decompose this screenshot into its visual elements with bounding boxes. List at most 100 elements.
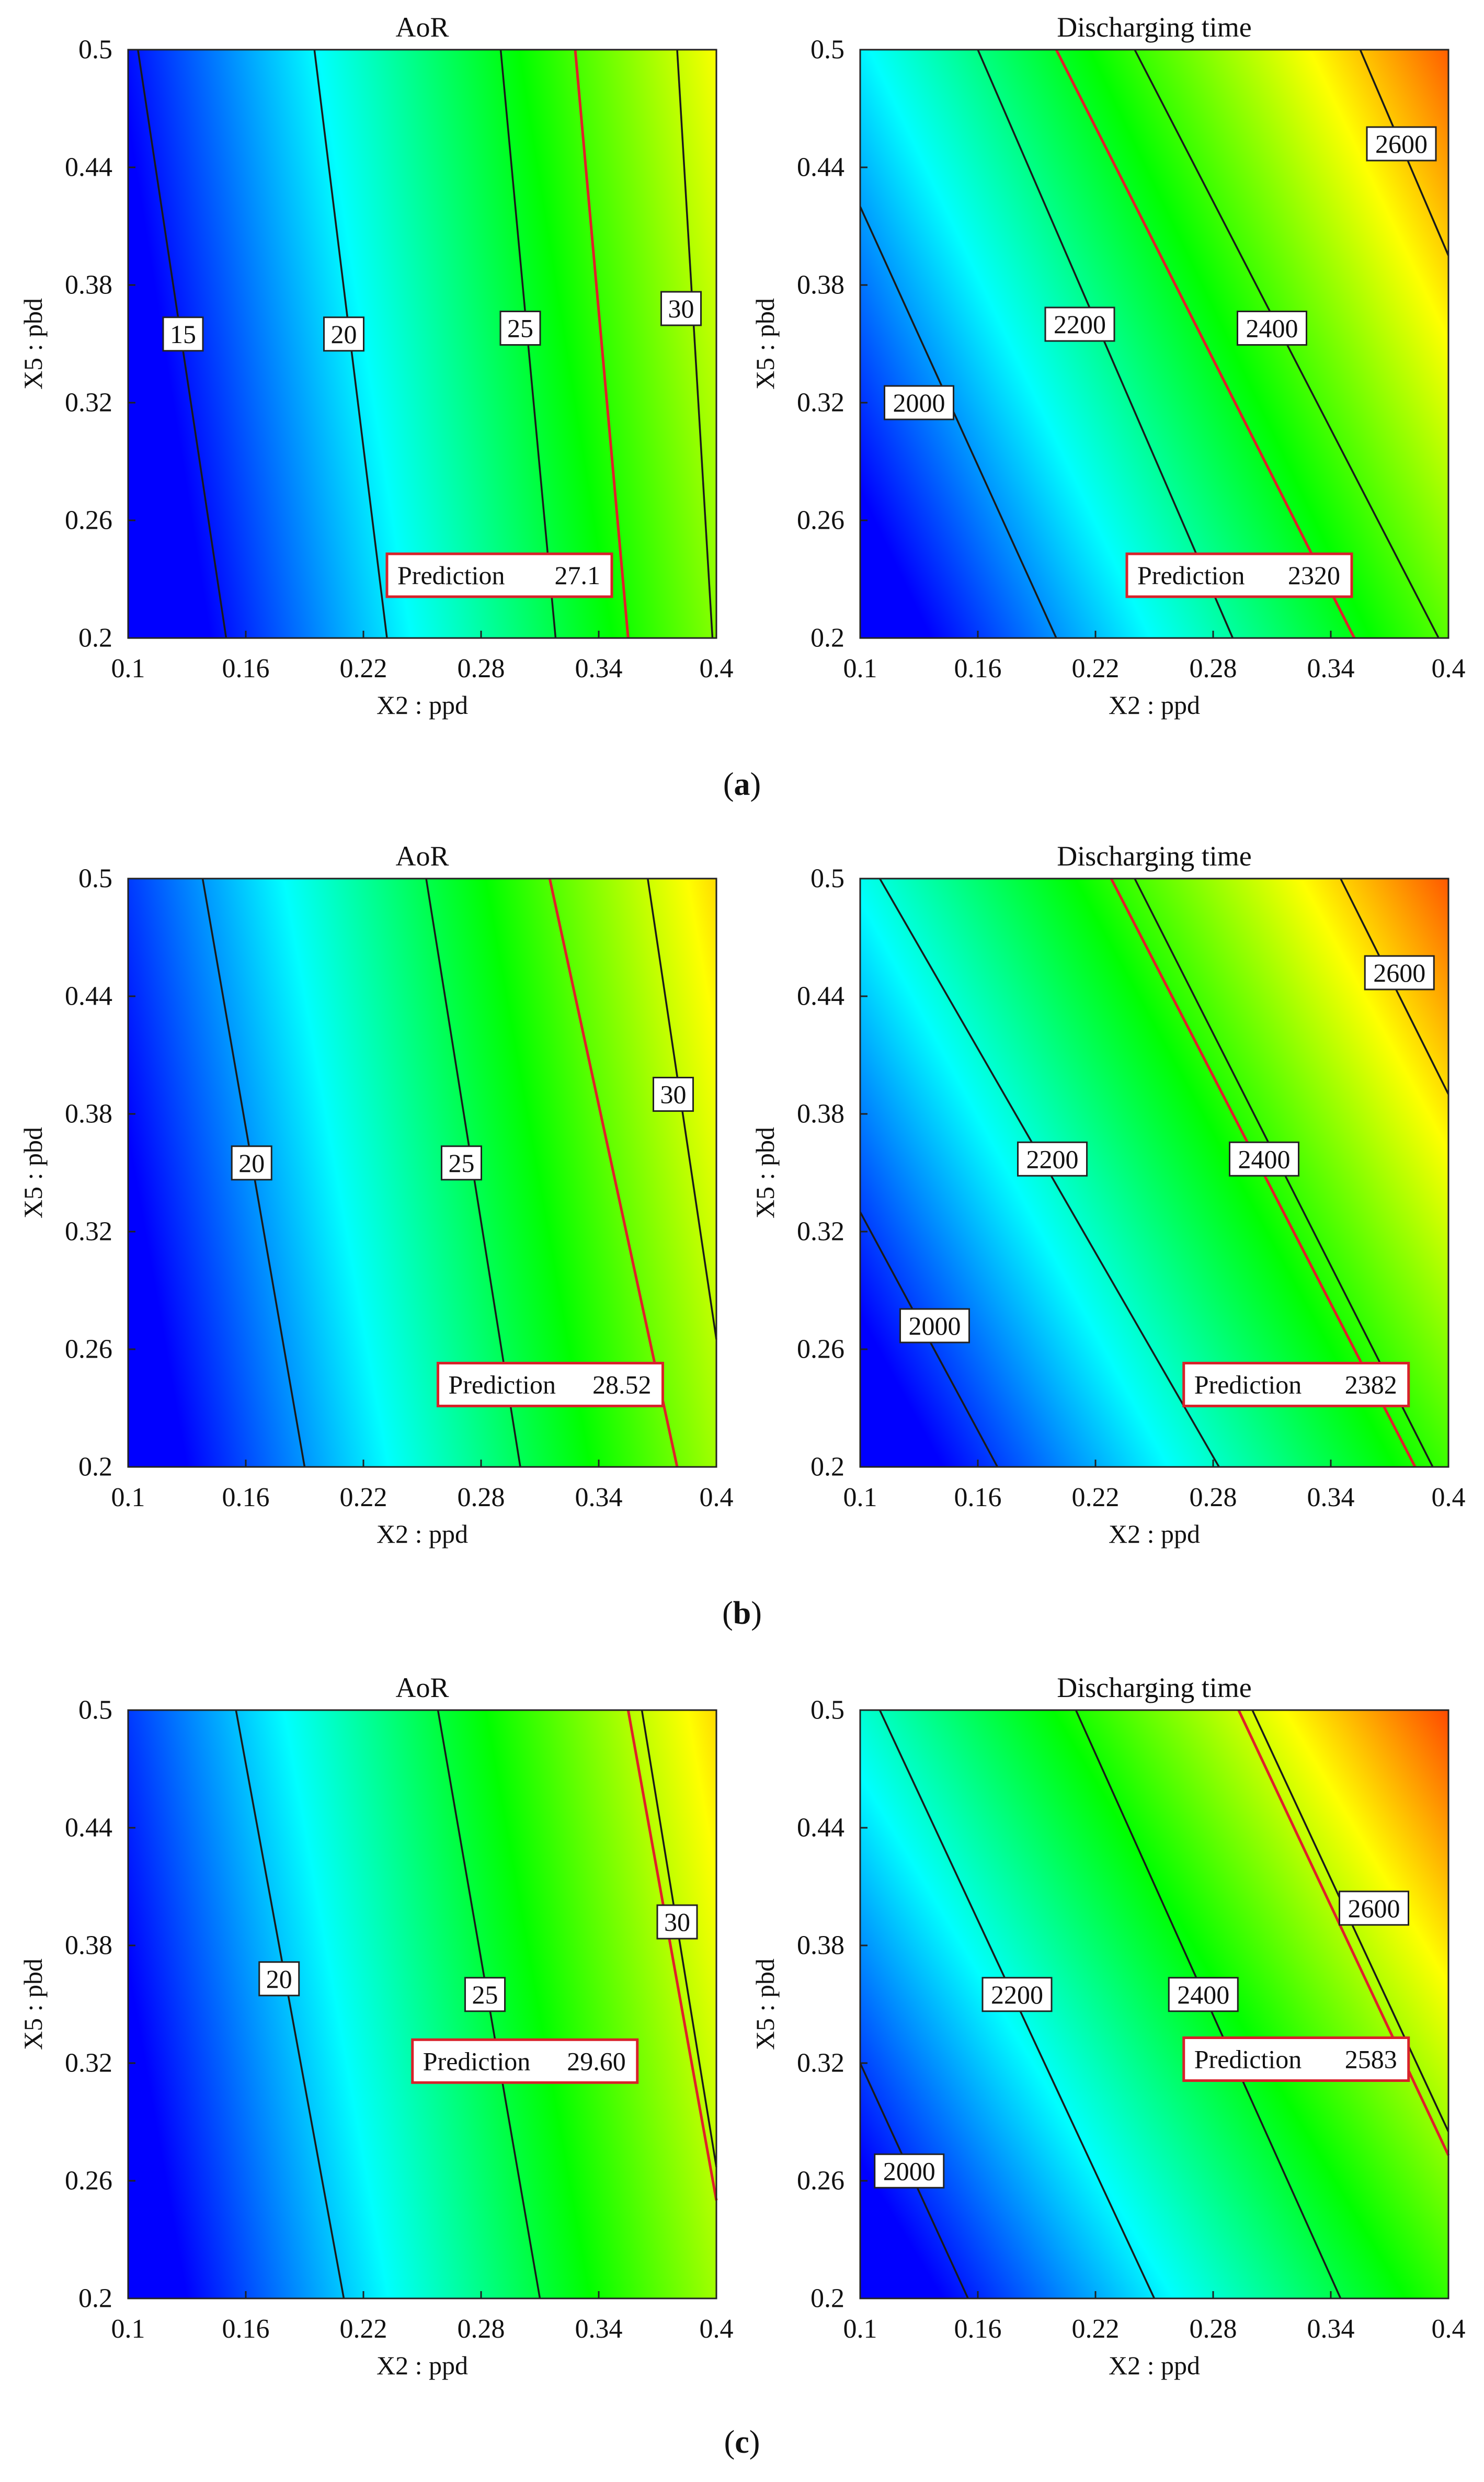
x-tick-label: 0.22 — [340, 1483, 387, 1512]
contour-label-text: 2200 — [1026, 1144, 1079, 1174]
contour-label-text: 25 — [507, 314, 533, 343]
y-tick-label: 0.26 — [65, 2166, 112, 2196]
contour-label-box — [1168, 1977, 1239, 2012]
y-tick-label: 0.5 — [78, 35, 112, 65]
prediction-box: Prediction 2382 — [1182, 1362, 1410, 1407]
x-tick-label: 0.34 — [1307, 654, 1355, 684]
y-tick-label: 0.32 — [797, 2048, 844, 2078]
plot-frame — [859, 49, 1449, 639]
contour-label: 2000 — [899, 1308, 970, 1344]
contour-label-text: 2400 — [1238, 1144, 1291, 1174]
contour-label-box — [1339, 1891, 1409, 1926]
prediction-value: 29.60 — [567, 2046, 626, 2076]
y-tick-label: 0.32 — [797, 1217, 844, 1247]
y-tick-label: 0.2 — [811, 623, 844, 653]
y-tick-label: 0.32 — [65, 388, 112, 418]
contour-label: 25 — [499, 311, 541, 346]
contour-label: 30 — [656, 1904, 698, 1940]
y-tick-label: 0.44 — [65, 982, 112, 1011]
prediction-box-frame — [385, 552, 613, 598]
contour-line — [235, 1710, 345, 2299]
plot-frame — [127, 49, 717, 639]
panel-caption: (a) — [723, 767, 761, 802]
prediction-box: Prediction 2320 — [1125, 552, 1353, 598]
y-tick-label: 0.26 — [65, 1335, 112, 1364]
contour-label-box — [1366, 126, 1437, 162]
x-tick-label: 0.22 — [1072, 2314, 1120, 2344]
y-tick-label: 0.5 — [811, 35, 844, 65]
chart-title: Discharging time — [1057, 840, 1251, 872]
y-tick-label: 0.44 — [797, 982, 844, 1011]
y-tick-label: 0.5 — [811, 864, 844, 894]
y-tick-label: 0.32 — [797, 388, 844, 418]
contour-label: 2200 — [981, 1977, 1053, 2012]
panel-caption-letter: b — [733, 1596, 751, 1631]
contour-label-text: 30 — [660, 1080, 687, 1109]
contour-label-text: 2000 — [909, 1311, 961, 1340]
y-tick-label: 0.44 — [797, 1813, 844, 1843]
contour-label: 25 — [464, 1977, 506, 2012]
prediction-box-frame — [1125, 552, 1353, 598]
prediction-box: Prediction 28.52 — [437, 1362, 664, 1407]
contour-plot-b-discharging-time: 2000 2200 2400 2600 Prediction 2382 Dischargin… — [750, 840, 1466, 1549]
prediction-box-frame — [1182, 1362, 1410, 1407]
contour-label-box — [884, 385, 954, 420]
plot-frame — [859, 1709, 1449, 2299]
plot-frame — [859, 878, 1449, 1468]
prediction-box: Prediction 2583 — [1182, 2036, 1410, 2082]
color-map-surface — [128, 50, 716, 638]
y-tick-label: 0.32 — [65, 1217, 112, 1247]
contour-label-box — [258, 1961, 300, 1997]
y-tick-label: 0.32 — [65, 2048, 112, 2078]
contour-label-box — [1229, 1141, 1299, 1177]
contour-line — [977, 49, 1234, 639]
panel-caption-letter: c — [735, 2424, 749, 2460]
contour-label-text: 2600 — [1375, 129, 1428, 158]
y-tick-label: 0.38 — [797, 1099, 844, 1129]
prediction-box-frame — [411, 2038, 639, 2084]
prediction-value: 2320 — [1288, 561, 1340, 590]
y-tick-label: 0.38 — [65, 1931, 112, 1961]
x-tick-label: 0.28 — [1190, 654, 1237, 684]
x-axis-label: X2 : ppd — [376, 1519, 468, 1549]
y-axis-label: X5 : pbd — [750, 1127, 780, 1219]
contour-label-box — [441, 1145, 482, 1181]
y-tick-label: 0.5 — [78, 864, 112, 894]
x-tick-label: 0.28 — [1190, 2314, 1237, 2344]
contour-label: 2200 — [1017, 1141, 1088, 1177]
contour-label-box — [231, 1145, 272, 1181]
x-tick-label: 0.1 — [843, 654, 877, 684]
contour-label: 2600 — [1366, 126, 1437, 162]
panel-caption-close: ) — [749, 2424, 760, 2460]
x-tick-label: 0.16 — [954, 2314, 1002, 2344]
contour-plot-b-aor: 20 25 30 Prediction 28.52 AoR 0.1 0.16 0.22 0.28 0… — [18, 840, 734, 1549]
prediction-box-frame — [1182, 2036, 1410, 2082]
y-tick-label: 0.26 — [65, 506, 112, 536]
x-tick-label: 0.22 — [1072, 654, 1120, 684]
color-map-surface — [128, 1710, 716, 2298]
contour-label-text: 20 — [331, 320, 357, 349]
prediction-label: Prediction — [423, 2046, 531, 2076]
prediction-box-frame — [437, 1362, 664, 1407]
y-tick-label: 0.2 — [78, 623, 112, 653]
contour-label-box — [1364, 955, 1435, 990]
x-tick-label: 0.1 — [111, 2314, 145, 2344]
plot-frame — [127, 1709, 717, 2299]
contour-label-box — [162, 316, 204, 352]
prediction-value: 28.52 — [592, 1370, 652, 1399]
x-tick-label: 0.22 — [1072, 1483, 1120, 1512]
x-tick-label: 0.1 — [843, 2314, 877, 2344]
y-axis-label: X5 : pbd — [18, 1127, 48, 1219]
x-tick-label: 0.34 — [1307, 2314, 1355, 2344]
contour-label-text: 30 — [664, 1907, 690, 1937]
contour-label: 2000 — [884, 385, 954, 420]
chart-title: Discharging time — [1057, 12, 1251, 43]
panel-caption-letter: a — [734, 767, 750, 802]
contour-label: 2400 — [1229, 1141, 1299, 1177]
contour-label: 20 — [258, 1961, 300, 1997]
prediction-label: Prediction — [1194, 2045, 1302, 2074]
contour-label-box — [899, 1308, 970, 1344]
x-tick-label: 0.34 — [575, 2314, 623, 2344]
y-axis-label: X5 : pbd — [18, 1959, 48, 2050]
